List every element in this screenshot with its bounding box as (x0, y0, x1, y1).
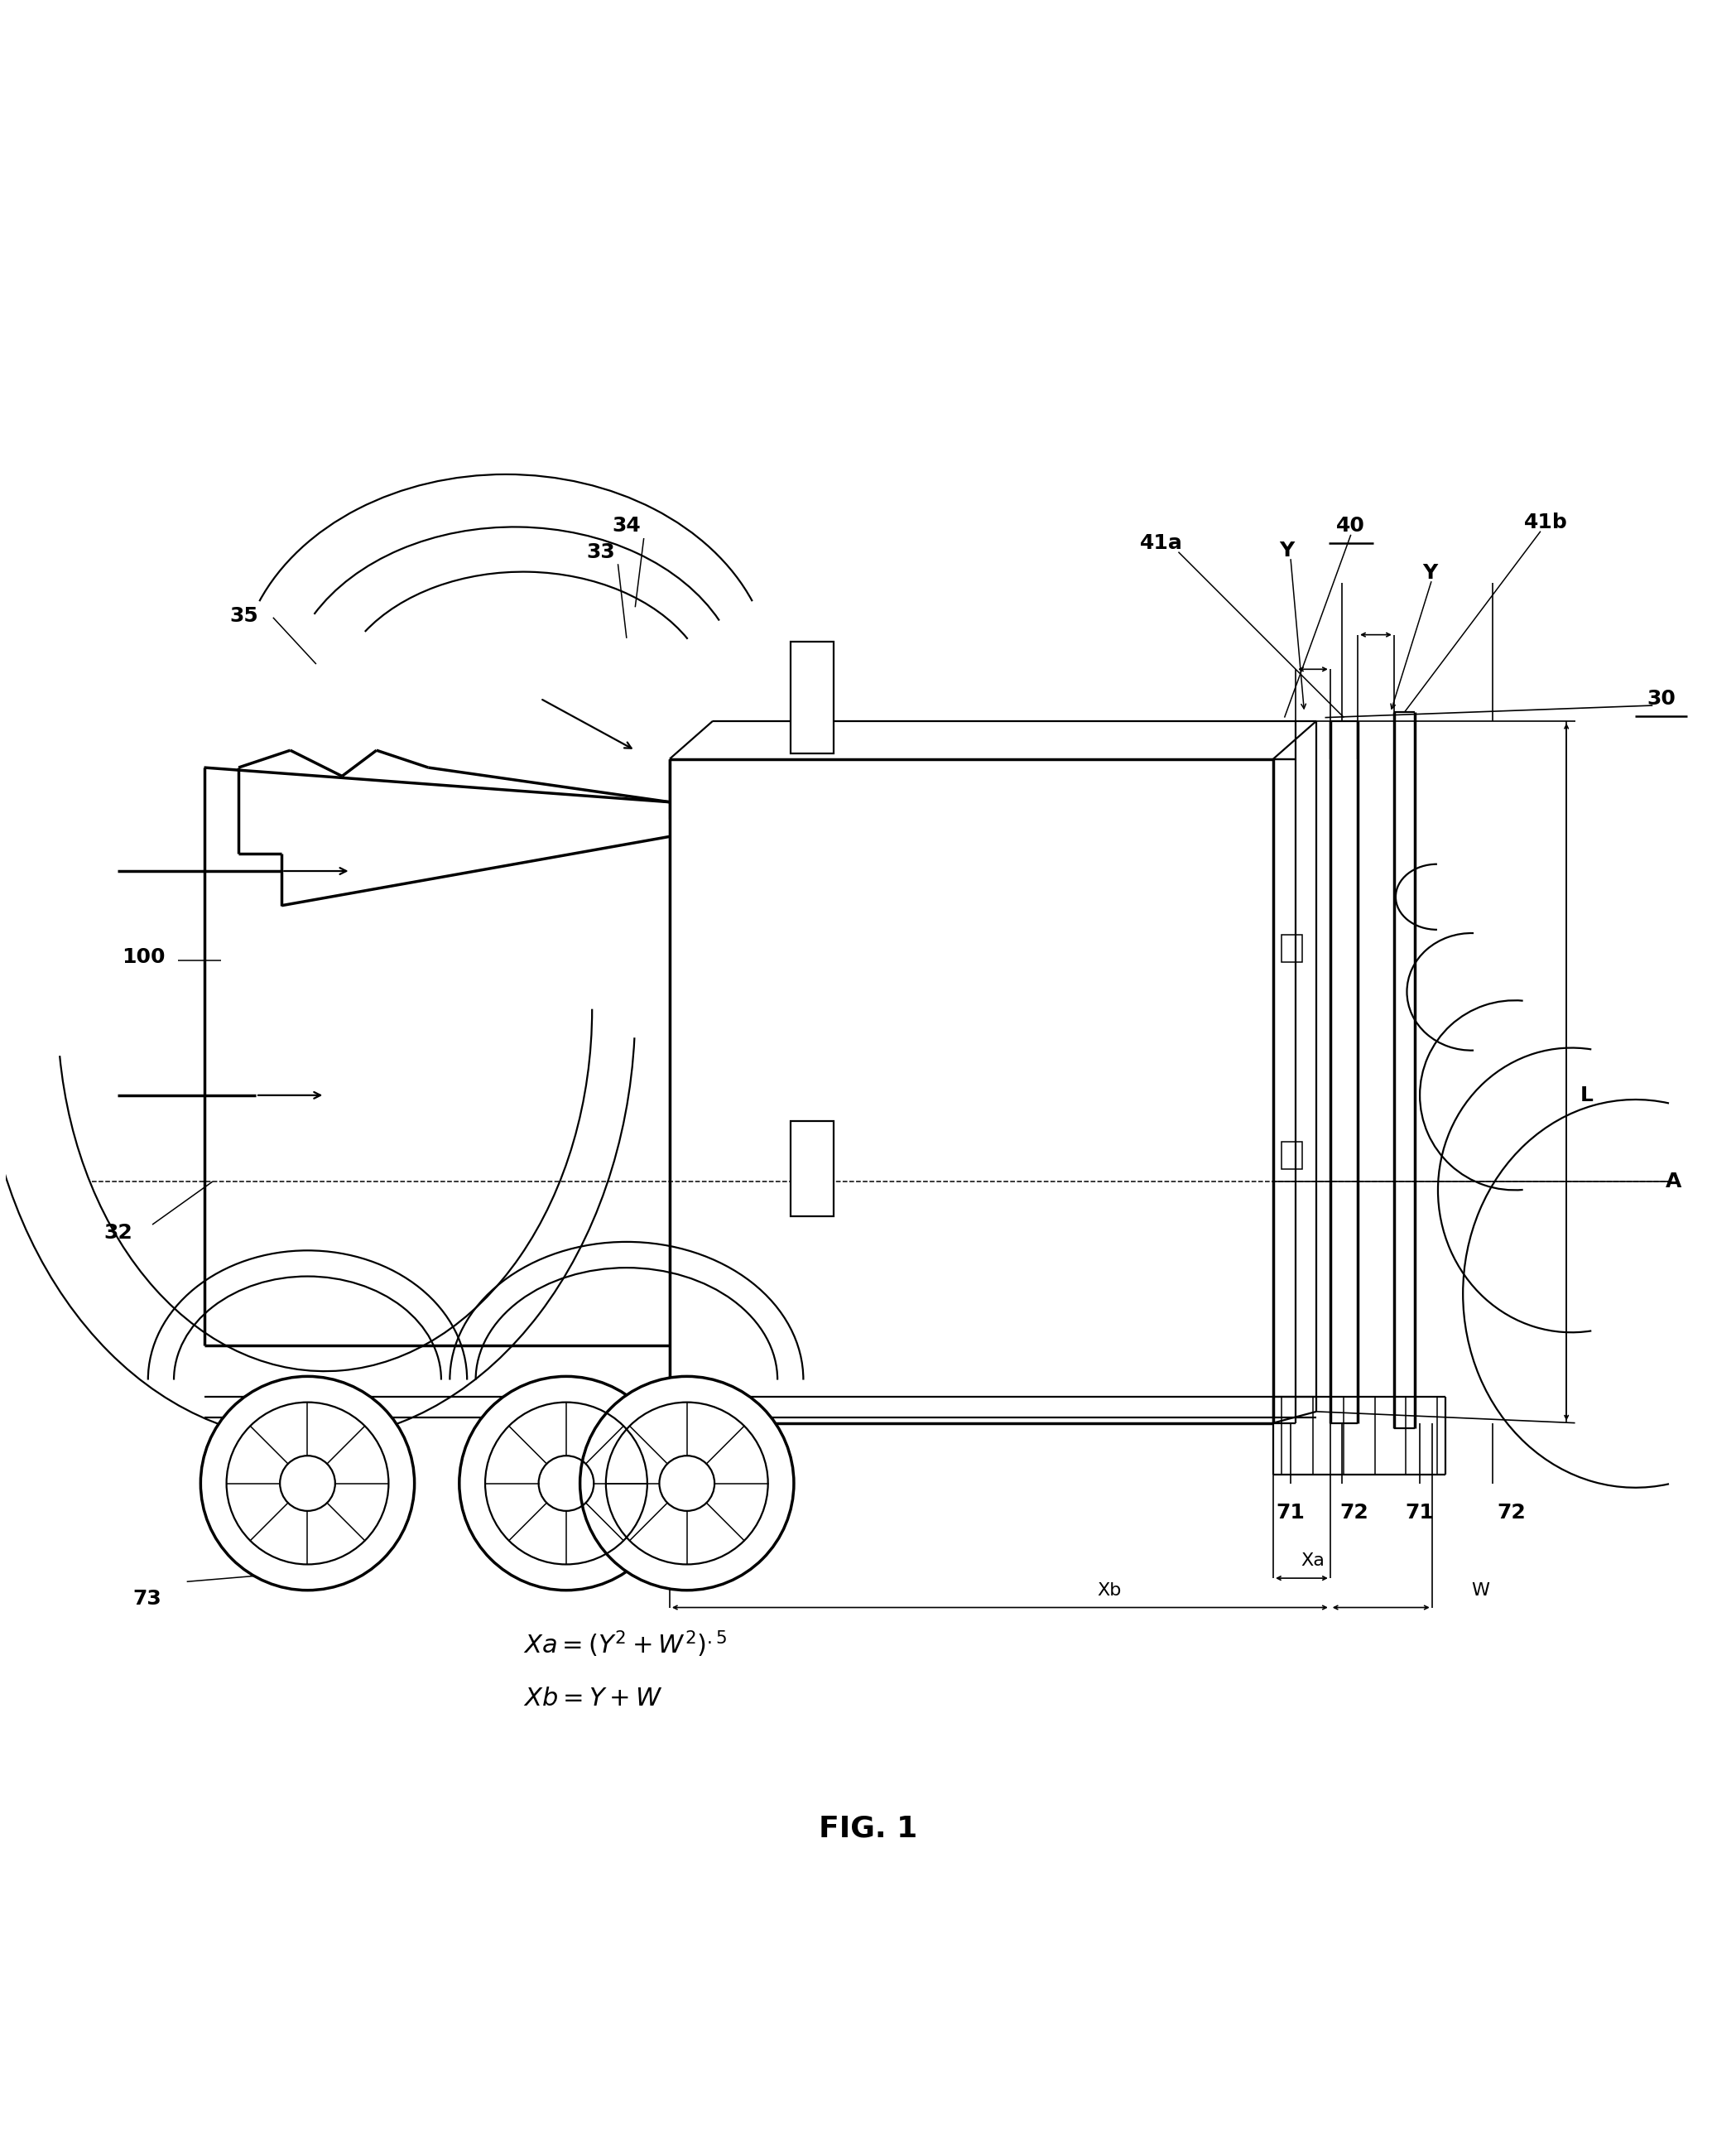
Text: 41a: 41a (1141, 533, 1182, 554)
Text: 41b: 41b (1524, 513, 1568, 533)
Bar (790, 1121, 833, 1216)
Circle shape (201, 1376, 415, 1591)
Text: 71: 71 (1276, 1503, 1305, 1522)
Text: Y: Y (1279, 541, 1295, 561)
Text: 34: 34 (613, 515, 641, 537)
Circle shape (460, 1376, 674, 1591)
Text: 72: 72 (1340, 1503, 1368, 1522)
Text: W: W (1470, 1583, 1489, 1598)
Text: 73: 73 (132, 1589, 161, 1608)
Text: Xb: Xb (1097, 1583, 1121, 1598)
Bar (1281, 1143, 1302, 1169)
Text: 32: 32 (104, 1222, 132, 1244)
Bar (1281, 936, 1302, 962)
Text: A: A (1665, 1171, 1682, 1192)
Text: 71: 71 (1406, 1503, 1434, 1522)
Text: 40: 40 (1337, 515, 1364, 537)
Text: Xa: Xa (1300, 1552, 1325, 1570)
Circle shape (580, 1376, 793, 1591)
Text: 33: 33 (587, 541, 615, 563)
Text: 100: 100 (122, 946, 165, 968)
Text: Y: Y (1422, 563, 1437, 582)
Text: FIG. 1: FIG. 1 (819, 1813, 917, 1843)
Text: 30: 30 (1647, 688, 1675, 709)
Text: $Xb = Y + W$: $Xb = Y + W$ (523, 1686, 663, 1712)
Text: L: L (1580, 1084, 1594, 1106)
Text: $Xa = (Y^2 + W^2)^{.5}$: $Xa = (Y^2 + W^2)^{.5}$ (523, 1628, 727, 1658)
Text: 72: 72 (1496, 1503, 1526, 1522)
Text: 35: 35 (229, 606, 259, 625)
Bar (790, 642, 833, 755)
